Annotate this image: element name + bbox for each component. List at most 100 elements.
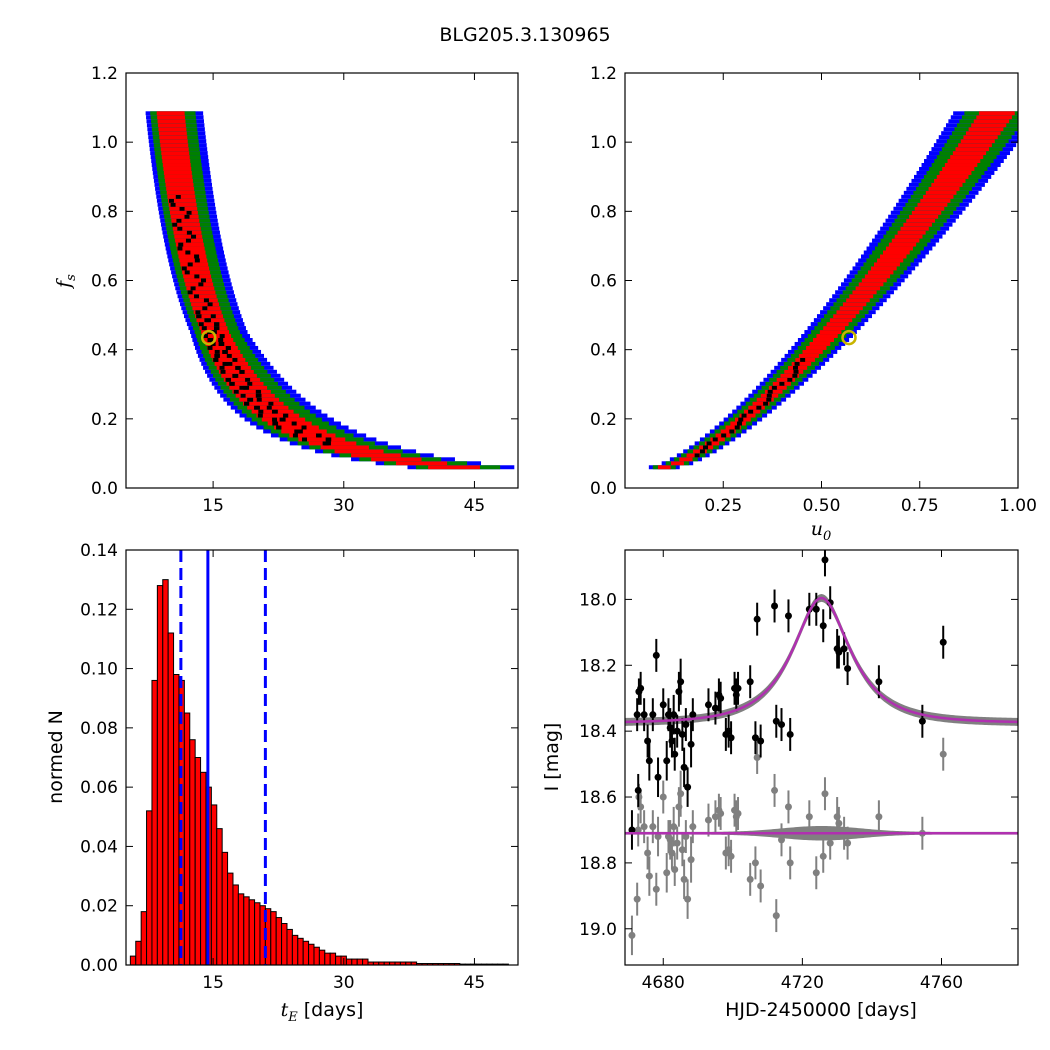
sigma1-cell	[952, 151, 987, 156]
peak-cell	[187, 290, 193, 295]
sigma1-cell	[903, 222, 932, 227]
peak-cell	[196, 314, 202, 319]
sigma1-cell	[396, 461, 448, 466]
peak-cell	[272, 421, 278, 426]
hist-ytick-label: 0.06	[80, 778, 118, 798]
sigma1-cell	[928, 186, 960, 191]
te-ytick-label: 1.2	[91, 64, 118, 84]
histogram-bar	[248, 899, 256, 966]
sigma1-cell	[226, 381, 264, 386]
peak-cell	[748, 409, 754, 414]
sigma1-cell	[704, 441, 720, 446]
sigma1-cell	[780, 373, 800, 378]
residual-point	[772, 912, 780, 920]
i-mag-axis-label: I [mag]	[541, 723, 563, 792]
histogram-bar	[302, 940, 310, 966]
te-xtick-label: 15	[202, 496, 224, 516]
sigma1-cell	[320, 445, 369, 450]
histogram-bar	[237, 893, 245, 966]
data-point	[673, 727, 681, 735]
data-point	[711, 704, 719, 712]
peak-cell	[699, 449, 705, 454]
sigma1-cell	[963, 135, 998, 140]
residual-point	[753, 754, 761, 761]
data-point	[835, 648, 843, 656]
u0-xtick-label: 1.00	[999, 496, 1037, 516]
residual-point	[652, 885, 660, 893]
peak-cell	[208, 337, 214, 342]
histogram-bar	[210, 804, 218, 966]
sigma1-cell	[289, 433, 336, 438]
data-point	[645, 757, 653, 765]
sigma1-cell	[179, 258, 208, 263]
peak-cell	[240, 393, 246, 398]
u0-ytick-label: 1.0	[590, 133, 617, 153]
residual-point	[819, 852, 827, 860]
histogram-bar	[189, 739, 196, 966]
panel-lightcurve: 4680 4720 4760 18.0 18.2 18.4 18.6 18.8 19.0 I […	[541, 549, 1019, 1021]
sigma1-cell	[187, 290, 216, 295]
hist-xtick-label: 15	[202, 973, 224, 993]
histogram-bar	[162, 579, 169, 966]
histogram-bar	[194, 757, 202, 966]
residual-point	[682, 833, 690, 841]
peak-cell	[214, 322, 220, 327]
peak-cell	[706, 441, 712, 446]
residual-point	[826, 839, 834, 847]
residual-point	[670, 823, 678, 831]
peak-cell	[185, 238, 191, 243]
peak-cell	[198, 282, 204, 287]
peak-cell	[257, 413, 263, 418]
sigma1-cell	[166, 186, 195, 191]
sigma1-cell	[177, 250, 206, 255]
hjd-ytick-label: 18.8	[579, 854, 617, 874]
histogram-bar	[183, 712, 191, 966]
sigma1-cell	[798, 353, 819, 358]
sigma1-cell	[909, 214, 939, 219]
histogram-bar	[356, 958, 364, 966]
sigma1-cell	[942, 166, 975, 171]
residual-point	[805, 813, 813, 821]
peak-cell	[244, 401, 250, 406]
sigma1-cell	[191, 302, 219, 307]
u0-ytick-label: 0.4	[590, 341, 617, 361]
peak-cell	[301, 437, 307, 442]
sigma1-cell	[165, 182, 194, 187]
sigma1-cell	[950, 155, 984, 160]
sigma1-cell	[216, 365, 251, 370]
hist-xtick-label: 30	[333, 973, 355, 993]
peak-cell	[239, 369, 245, 374]
peak-cell	[191, 234, 197, 239]
peak-cell	[226, 353, 232, 358]
peak-cell	[177, 246, 183, 251]
residual-point	[835, 819, 843, 827]
sigma1-cell	[164, 174, 193, 179]
data-point	[634, 786, 642, 794]
data-point	[637, 684, 645, 692]
peak-cell	[198, 322, 204, 327]
sigma1-cell	[172, 226, 201, 231]
sigma1-cell	[221, 373, 257, 378]
sigma1-cell	[198, 322, 226, 327]
peak-cell	[214, 353, 220, 358]
sigma1-cell	[923, 194, 954, 199]
data-point	[844, 665, 852, 673]
sigma1-cell	[795, 357, 816, 362]
sigma1-cell	[158, 127, 187, 132]
data-point	[727, 734, 735, 742]
histogram-bar	[281, 923, 288, 966]
sigma1-cell	[934, 178, 966, 183]
peak-cell	[213, 357, 219, 362]
peak-cell	[291, 421, 297, 426]
data-point	[654, 773, 662, 781]
sigma1-cell	[752, 401, 770, 406]
peak-cell	[194, 274, 200, 279]
sigma1-cell	[829, 318, 853, 323]
sigma1-cell	[823, 326, 846, 331]
histogram-bar	[329, 952, 337, 966]
data-point	[671, 750, 679, 758]
data-point	[918, 717, 926, 725]
histogram-bar	[318, 949, 326, 966]
peak-cell	[184, 270, 190, 275]
